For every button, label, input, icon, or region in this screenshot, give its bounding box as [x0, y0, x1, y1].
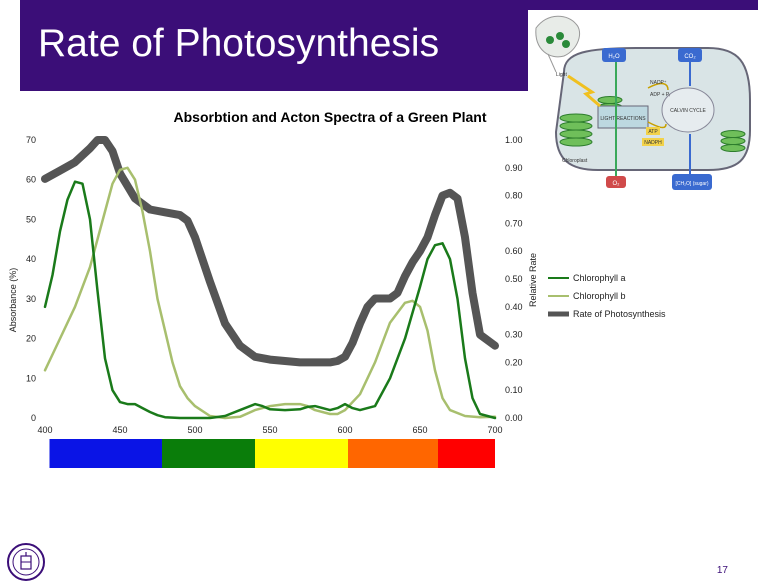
y2-axis-label: Relative Rate: [528, 253, 538, 307]
atp-label: ATP: [648, 129, 658, 135]
light-reactions-label: LIGHT REACTIONS: [600, 116, 646, 122]
y-axis-label: Absorbance (%): [8, 268, 18, 333]
y2-tick-label: 0.20: [505, 357, 523, 367]
y2-tick-label: 0.00: [505, 413, 523, 423]
spectrum-band: [49, 439, 162, 468]
nadph-label: NADPH: [644, 140, 662, 146]
series-line: [43, 180, 497, 420]
y2-tick-label: 0.60: [505, 246, 523, 256]
y-tick-label: 0: [31, 413, 36, 423]
y2-tick-label: 1.00: [505, 135, 523, 145]
y2-tick-label: 0.30: [505, 330, 523, 340]
thylakoid-stack: [720, 130, 746, 152]
y-tick-label: 20: [26, 334, 36, 344]
light-label: Light: [556, 72, 567, 78]
slide-title: Rate of Photosynthesis: [38, 22, 440, 65]
x-tick-label: 400: [37, 425, 52, 435]
water-label: H₂O: [608, 54, 620, 60]
spectrum-band: [255, 439, 348, 468]
y2-tick-label: 0.40: [505, 302, 523, 312]
chart-title: Absorbtion and Acton Spectra of a Green …: [174, 109, 487, 125]
y2-tick-label: 0.70: [505, 218, 523, 228]
x-tick-label: 600: [337, 425, 352, 435]
calvin-cycle-label: CALVIN CYCLE: [670, 108, 706, 114]
series-line: [43, 166, 497, 420]
y-tick-label: 50: [26, 214, 36, 224]
x-tick-label: 450: [112, 425, 127, 435]
x-tick-label: 550: [262, 425, 277, 435]
spectrum-band: [438, 439, 495, 468]
y-tick-label: 10: [26, 373, 36, 383]
legend-label: Chlorophyll b: [573, 291, 626, 301]
thylakoid-stack: [559, 113, 593, 147]
adp-label: ADP + Pᵢ: [650, 92, 670, 98]
slide-number: 17: [716, 565, 728, 576]
spectra-chart: Absorbtion and Acton Spectra of a Green …: [8, 109, 666, 468]
y-tick-label: 70: [26, 135, 36, 145]
chloroplast-label: Chloroplast: [562, 158, 588, 164]
nadp-label: NADP⁺: [650, 80, 667, 86]
spectrum-band: [348, 439, 438, 468]
co2-label: CO₂: [684, 54, 696, 60]
y2-tick-label: 0.50: [505, 274, 523, 284]
chloroplast-diagram: LIGHT REACTIONS CALVIN CYCLE Light NADP⁺…: [528, 10, 758, 200]
university-seal-icon: [7, 543, 45, 581]
legend-label: Rate of Photosynthesis: [573, 309, 666, 319]
x-tick-label: 700: [487, 425, 502, 435]
series-line: [41, 136, 499, 367]
sugar-label: [CH₂O] (sugar): [675, 181, 708, 187]
y-tick-label: 60: [26, 175, 36, 185]
y-tick-label: 40: [26, 254, 36, 264]
y-tick-label: 30: [26, 294, 36, 304]
x-tick-label: 650: [412, 425, 427, 435]
spectrum-band: [162, 439, 255, 468]
oxygen-label: O₂: [613, 181, 621, 187]
y2-tick-label: 0.90: [505, 163, 523, 173]
legend-label: Chlorophyll a: [573, 273, 626, 283]
y2-tick-label: 0.10: [505, 385, 523, 395]
leaf-icon: [535, 15, 580, 73]
x-tick-label: 500: [187, 425, 202, 435]
y2-tick-label: 0.80: [505, 191, 523, 201]
